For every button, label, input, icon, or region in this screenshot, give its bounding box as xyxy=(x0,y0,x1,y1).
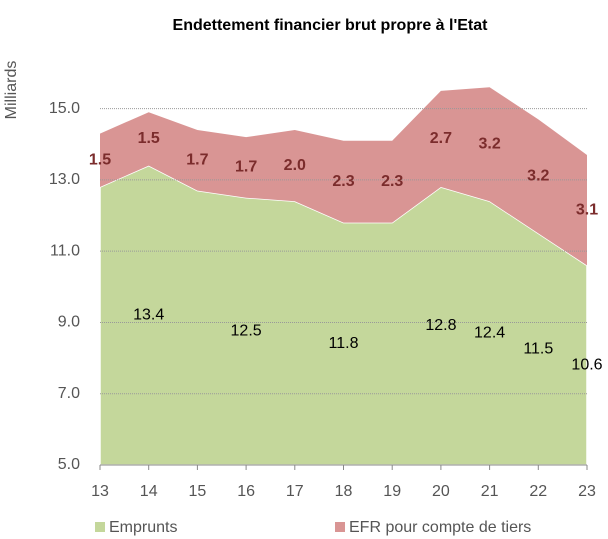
data-label: 12.5 xyxy=(231,323,262,340)
data-label: 11.8 xyxy=(329,335,359,352)
data-label: 1.7 xyxy=(235,159,257,176)
chart-title: Endettement financier brut propre à l'Et… xyxy=(173,17,489,34)
area xyxy=(100,87,587,266)
x-tick-label: 22 xyxy=(529,483,547,500)
y-tick-label: 13.0 xyxy=(49,171,80,188)
x-tick-label: 16 xyxy=(237,483,255,500)
data-label: 1.7 xyxy=(186,152,208,169)
data-label: 2.3 xyxy=(332,173,354,190)
data-label: 12.8 xyxy=(425,317,456,334)
data-label: 13.4 xyxy=(133,307,164,324)
data-label: 1.5 xyxy=(138,130,160,147)
x-tick-label: 13 xyxy=(91,483,109,500)
legend-label: Emprunts xyxy=(109,519,177,536)
data-label: 1.5 xyxy=(89,152,111,169)
legend-swatch xyxy=(95,522,105,532)
data-label: 12.4 xyxy=(474,324,505,341)
x-tick-label: 18 xyxy=(335,483,353,500)
data-label: 3.1 xyxy=(576,201,598,218)
legend-label: EFR pour compte de tiers xyxy=(349,519,531,536)
x-tick-label: 21 xyxy=(481,483,499,500)
data-label: 11.5 xyxy=(523,340,553,357)
y-tick-label: 9.0 xyxy=(58,314,80,331)
data-label: 3.2 xyxy=(478,135,500,152)
y-tick-label: 15.0 xyxy=(49,100,80,117)
legend-swatch xyxy=(335,522,345,532)
y-tick-label: 11.0 xyxy=(50,242,80,259)
x-tick-label: 23 xyxy=(578,483,596,500)
x-tick-label: 20 xyxy=(432,483,450,500)
data-label: 3.2 xyxy=(527,168,549,185)
data-label: 10.6 xyxy=(571,356,602,373)
x-tick-label: 14 xyxy=(140,483,158,500)
data-label: 2.0 xyxy=(284,157,306,174)
data-label: 2.7 xyxy=(430,130,452,147)
y-axis-label: Milliards xyxy=(3,61,20,120)
y-tick-label: 7.0 xyxy=(58,385,80,402)
x-tick-label: 15 xyxy=(189,483,207,500)
data-label: 2.3 xyxy=(381,173,403,190)
x-tick-label: 17 xyxy=(286,483,304,500)
y-tick-label: 5.0 xyxy=(58,456,80,473)
x-tick-label: 19 xyxy=(383,483,401,500)
